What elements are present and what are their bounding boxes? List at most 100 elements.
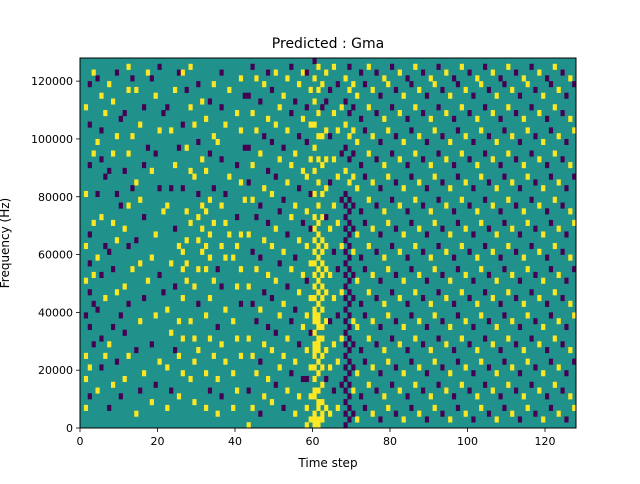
heatmap-cell	[122, 110, 127, 117]
heatmap-cell	[455, 81, 461, 88]
heatmap-cell	[471, 92, 476, 99]
heatmap-cell	[258, 254, 263, 261]
heatmap-cell	[343, 167, 348, 174]
heatmap-cell	[444, 69, 449, 76]
heatmap-cell	[471, 277, 476, 284]
heatmap-cell	[362, 173, 368, 180]
heatmap-cell	[266, 323, 271, 331]
heatmap-cell	[250, 110, 255, 117]
y-tick-label: 40000	[38, 306, 73, 319]
heatmap-cell	[560, 110, 565, 117]
heatmap-cell	[204, 115, 209, 122]
heatmap-cell	[502, 266, 507, 273]
heatmap-cell	[409, 219, 414, 226]
heatmap-cell	[428, 208, 433, 215]
heatmap-cell	[83, 312, 89, 319]
heatmap-cell	[498, 300, 503, 307]
heatmap-cell	[339, 381, 344, 388]
heatmap-cell	[138, 196, 143, 203]
x-tick-label: 40	[228, 435, 242, 448]
heatmap-cell	[386, 127, 391, 134]
heatmap-cell	[378, 185, 383, 192]
heatmap-cell	[490, 110, 495, 117]
heatmap-cell	[231, 254, 236, 261]
heatmap-cell	[560, 295, 565, 302]
heatmap-cell	[401, 370, 406, 377]
heatmap-cell	[467, 110, 472, 117]
heatmap-cell	[362, 266, 368, 273]
heatmap-cell	[324, 375, 329, 383]
heatmap-cell	[99, 92, 104, 99]
heatmap-cell	[343, 306, 348, 313]
heatmap-cell	[130, 133, 135, 140]
heatmap-cell	[452, 115, 457, 122]
heatmap-cell	[545, 115, 550, 122]
heatmap-cell	[343, 422, 348, 429]
heatmap-cell	[347, 254, 352, 261]
heatmap-cell	[506, 243, 511, 250]
heatmap-cell	[486, 271, 492, 278]
heatmap-cell	[316, 358, 321, 365]
heatmap-cell	[417, 318, 422, 325]
heatmap-cell	[91, 300, 96, 307]
heatmap-cell	[111, 219, 116, 226]
heatmap-cell	[548, 404, 554, 411]
heatmap-cell	[560, 248, 565, 255]
heatmap-cell	[347, 416, 352, 423]
heatmap-cell	[246, 422, 251, 429]
x-tick-label: 20	[151, 435, 165, 448]
heatmap-cell	[390, 104, 395, 111]
heatmap-cell	[568, 115, 573, 122]
heatmap-cell	[316, 231, 321, 238]
heatmap-cell	[316, 254, 321, 261]
heatmap-cell	[335, 173, 340, 180]
heatmap-cell	[114, 237, 120, 244]
heatmap-cell	[118, 393, 123, 400]
heatmap-cell	[475, 115, 480, 122]
heatmap-cell	[475, 208, 480, 215]
heatmap-cell	[219, 243, 224, 250]
heatmap-cell	[455, 266, 461, 273]
heatmap-cell	[444, 156, 449, 163]
heatmap-cell	[331, 295, 337, 302]
heatmap-cell	[428, 393, 433, 400]
heatmap-cell	[103, 173, 108, 180]
heatmap-cell	[273, 69, 278, 76]
heatmap-cell	[215, 138, 220, 146]
heatmap-cell	[219, 283, 224, 290]
heatmap-cell	[343, 318, 348, 325]
heatmap-cell	[405, 300, 410, 307]
heatmap-cell	[343, 260, 348, 267]
heatmap-cell	[184, 260, 189, 267]
heatmap-cell	[176, 243, 182, 250]
heatmap-cell	[347, 243, 352, 250]
heatmap-cell	[479, 81, 484, 88]
heatmap-cell	[463, 318, 468, 325]
heatmap-cell	[192, 335, 197, 342]
heatmap-cell	[235, 387, 240, 394]
heatmap-cell	[134, 347, 139, 354]
heatmap-cell	[455, 127, 461, 134]
heatmap-cell	[366, 196, 371, 203]
heatmap-cell	[289, 266, 294, 273]
heatmap-cell	[297, 237, 302, 244]
heatmap-cell	[525, 173, 530, 180]
heatmap-cell	[312, 364, 317, 371]
heatmap-cell	[347, 335, 352, 342]
heatmap-cell	[552, 243, 557, 250]
heatmap-cell	[572, 266, 577, 273]
heatmap-cell	[266, 69, 271, 76]
heatmap-cell	[444, 202, 449, 209]
heatmap-cell	[529, 335, 534, 342]
heatmap-cell	[304, 375, 309, 383]
heatmap-cell	[475, 75, 480, 82]
heatmap-cell	[235, 162, 240, 169]
heatmap-cell	[343, 341, 348, 348]
heatmap-cell	[521, 393, 526, 400]
heatmap-cell	[339, 289, 344, 296]
heatmap-cell	[382, 208, 387, 215]
heatmap-cell	[401, 92, 406, 99]
heatmap-cell	[285, 179, 290, 186]
heatmap-cell	[355, 277, 360, 284]
